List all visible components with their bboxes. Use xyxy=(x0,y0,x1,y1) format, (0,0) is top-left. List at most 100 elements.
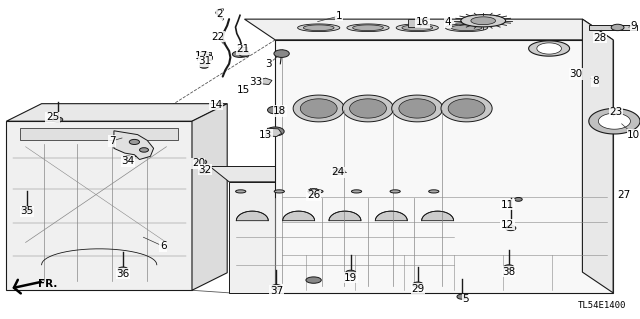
Polygon shape xyxy=(329,211,361,221)
Ellipse shape xyxy=(333,169,345,174)
Text: 19: 19 xyxy=(344,272,357,283)
Polygon shape xyxy=(259,78,272,85)
Polygon shape xyxy=(589,108,640,134)
Polygon shape xyxy=(229,182,461,293)
Polygon shape xyxy=(266,128,282,137)
FancyBboxPatch shape xyxy=(589,25,637,30)
Ellipse shape xyxy=(195,159,207,165)
Text: 17: 17 xyxy=(195,51,208,61)
Polygon shape xyxy=(529,41,570,56)
Text: 20: 20 xyxy=(192,158,205,168)
Ellipse shape xyxy=(351,190,362,193)
Text: 32: 32 xyxy=(198,165,211,175)
Polygon shape xyxy=(392,95,443,122)
Text: 9: 9 xyxy=(630,20,637,31)
Ellipse shape xyxy=(506,226,516,231)
Ellipse shape xyxy=(52,117,63,122)
Text: 3: 3 xyxy=(266,59,272,69)
Text: 37: 37 xyxy=(270,286,283,296)
Ellipse shape xyxy=(346,270,356,275)
Ellipse shape xyxy=(129,139,140,145)
Ellipse shape xyxy=(236,190,246,193)
Text: 18: 18 xyxy=(273,106,286,116)
Polygon shape xyxy=(342,95,394,122)
Polygon shape xyxy=(210,167,461,182)
Ellipse shape xyxy=(274,50,289,57)
Polygon shape xyxy=(283,211,315,221)
Polygon shape xyxy=(6,104,227,121)
Ellipse shape xyxy=(239,52,250,57)
Ellipse shape xyxy=(200,54,212,61)
Polygon shape xyxy=(275,40,613,293)
Polygon shape xyxy=(298,24,340,32)
Ellipse shape xyxy=(611,24,624,31)
Ellipse shape xyxy=(504,265,514,270)
Polygon shape xyxy=(20,128,178,140)
Text: 28: 28 xyxy=(594,33,607,43)
Ellipse shape xyxy=(118,267,128,272)
Text: FR.: FR. xyxy=(38,279,58,289)
Text: 36: 36 xyxy=(116,269,129,279)
Polygon shape xyxy=(396,24,438,32)
Text: 15: 15 xyxy=(237,85,250,95)
Polygon shape xyxy=(402,25,433,31)
Text: 14: 14 xyxy=(210,100,223,110)
Ellipse shape xyxy=(200,64,209,68)
Text: 26: 26 xyxy=(307,190,320,200)
Text: 38: 38 xyxy=(502,267,515,277)
Polygon shape xyxy=(451,25,482,31)
Text: 29: 29 xyxy=(412,284,424,294)
Text: 16: 16 xyxy=(416,17,429,27)
Text: 11: 11 xyxy=(501,200,514,210)
Text: 21: 21 xyxy=(237,44,250,55)
Text: 2: 2 xyxy=(216,9,223,19)
Ellipse shape xyxy=(22,206,32,211)
Text: 35: 35 xyxy=(20,206,33,216)
Polygon shape xyxy=(300,99,337,118)
Polygon shape xyxy=(441,95,492,122)
Ellipse shape xyxy=(308,189,319,194)
Polygon shape xyxy=(582,19,613,293)
Text: 30: 30 xyxy=(570,69,582,79)
Text: 8: 8 xyxy=(592,76,598,86)
FancyBboxPatch shape xyxy=(197,52,211,60)
Text: 7: 7 xyxy=(109,136,115,146)
Text: TL54E1400: TL54E1400 xyxy=(577,301,626,310)
Text: 4: 4 xyxy=(445,17,451,27)
Polygon shape xyxy=(445,24,488,32)
Ellipse shape xyxy=(457,294,467,299)
Ellipse shape xyxy=(140,148,148,152)
Polygon shape xyxy=(598,113,630,129)
Text: 27: 27 xyxy=(618,190,630,200)
Ellipse shape xyxy=(199,169,208,174)
Polygon shape xyxy=(471,17,495,25)
FancyBboxPatch shape xyxy=(408,19,420,27)
Ellipse shape xyxy=(274,190,284,193)
Text: 10: 10 xyxy=(627,130,640,140)
Ellipse shape xyxy=(124,156,132,160)
Text: 33: 33 xyxy=(250,77,262,87)
Text: 24: 24 xyxy=(332,167,344,177)
Polygon shape xyxy=(114,131,154,160)
Ellipse shape xyxy=(266,127,284,136)
Text: 1: 1 xyxy=(336,11,342,21)
Text: 31: 31 xyxy=(198,56,211,66)
Text: 6: 6 xyxy=(160,241,166,251)
Polygon shape xyxy=(244,19,613,40)
Polygon shape xyxy=(375,211,407,221)
Polygon shape xyxy=(399,99,436,118)
Text: 22: 22 xyxy=(211,32,224,42)
Ellipse shape xyxy=(515,197,522,201)
Ellipse shape xyxy=(268,106,283,114)
Ellipse shape xyxy=(313,190,323,193)
Polygon shape xyxy=(347,24,389,32)
Polygon shape xyxy=(349,99,387,118)
Polygon shape xyxy=(461,15,506,27)
Ellipse shape xyxy=(306,277,321,283)
Polygon shape xyxy=(448,99,485,118)
Polygon shape xyxy=(353,25,383,31)
Text: 23: 23 xyxy=(609,107,622,117)
Polygon shape xyxy=(303,25,334,31)
Text: 5: 5 xyxy=(463,294,469,304)
Polygon shape xyxy=(236,211,268,221)
